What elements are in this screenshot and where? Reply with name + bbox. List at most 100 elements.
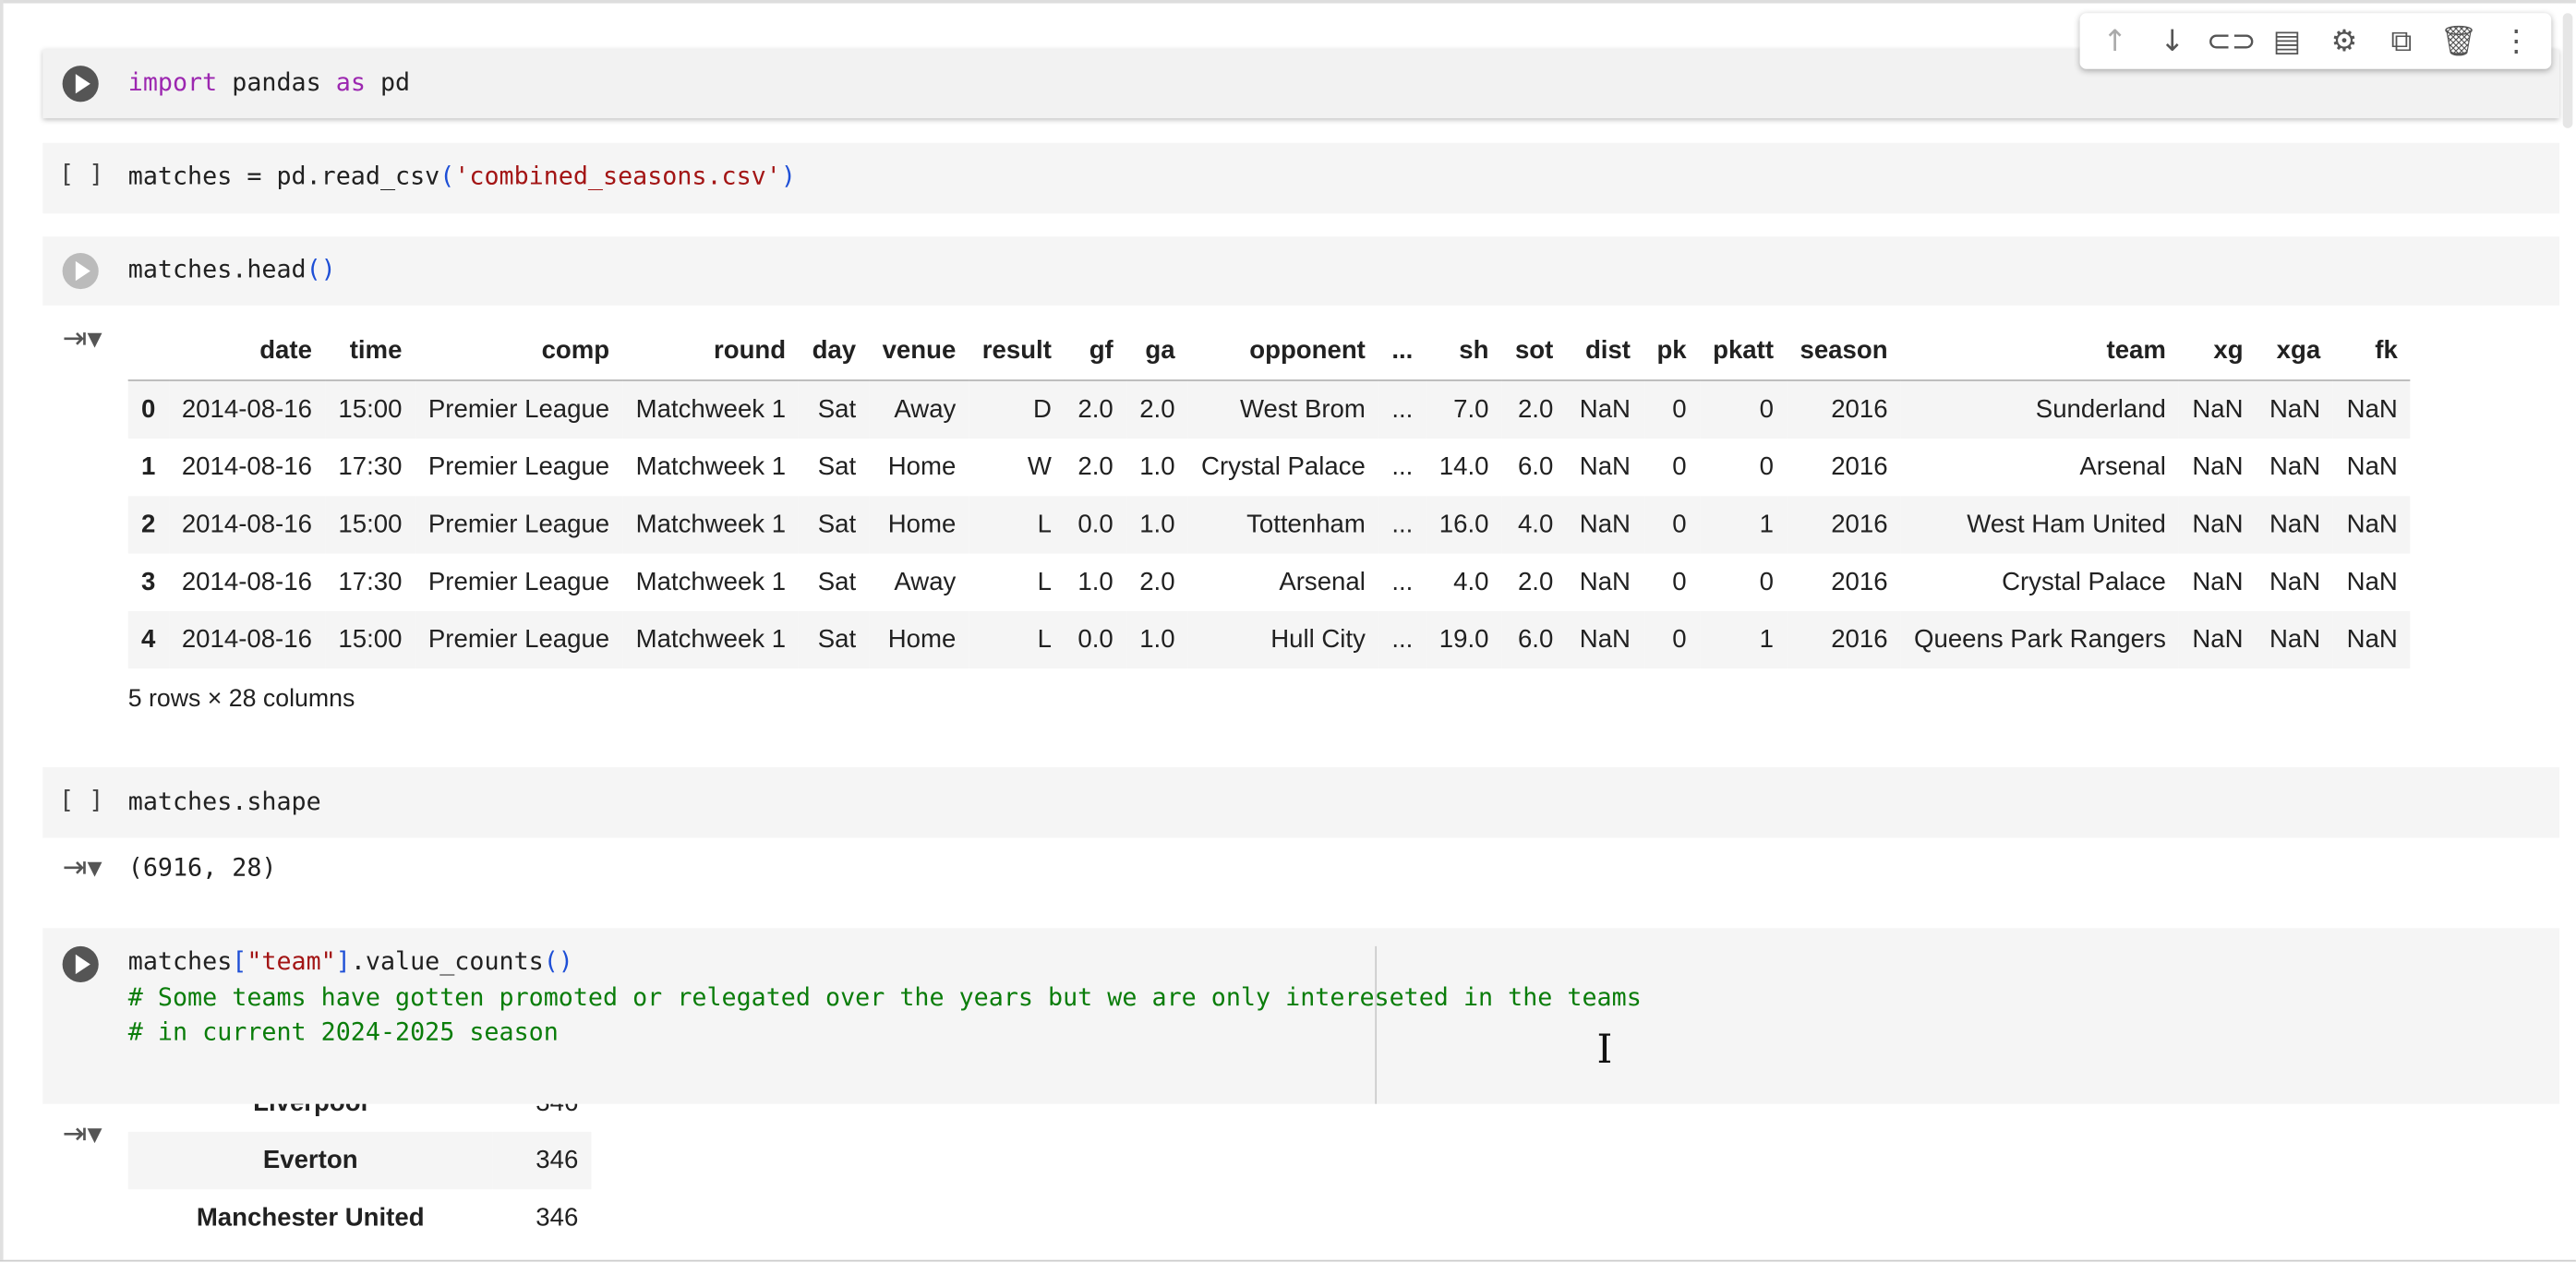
table-cell: 0 bbox=[1672, 625, 1687, 654]
column-header: venue bbox=[869, 321, 969, 381]
scrollbar[interactable] bbox=[2562, 13, 2573, 128]
code-text: matches bbox=[127, 945, 233, 976]
mirror-cell-icon[interactable]: ⧉ bbox=[2390, 23, 2413, 59]
table-cell: NaN bbox=[2192, 394, 2244, 424]
table-cell: D bbox=[1032, 394, 1052, 424]
run-cell-button[interactable] bbox=[62, 66, 99, 102]
code-cell-value-counts[interactable]: matches["team"].value_counts() # Some te… bbox=[42, 928, 2560, 1104]
gear-icon[interactable]: ⚙ bbox=[2330, 23, 2358, 59]
link-icon[interactable]: ⊂⊃ bbox=[2206, 23, 2257, 59]
table-cell: Hull City bbox=[1270, 625, 1366, 654]
execution-count: [ ] bbox=[59, 785, 104, 815]
table-cell: 0 bbox=[1759, 452, 1775, 481]
table-cell: NaN bbox=[2346, 394, 2398, 424]
code-cell-read-csv[interactable]: [ ] matches = pd.read_csv('combined_seas… bbox=[42, 142, 2560, 214]
table-cell: Sat bbox=[817, 625, 857, 654]
table-cell: Matchweek 1 bbox=[635, 567, 787, 595]
move-down-icon[interactable]: ↓ bbox=[2160, 23, 2185, 59]
table-cell: Arsenal bbox=[1279, 567, 1366, 595]
table-cell: 16.0 bbox=[1438, 510, 1489, 538]
table-cell: ... bbox=[1391, 567, 1414, 595]
code-editor[interactable]: matches["team"].value_counts() # Some te… bbox=[128, 944, 1642, 1051]
table-cell: 2014-08-16 bbox=[181, 510, 312, 538]
table-cell: 2016 bbox=[1831, 394, 1888, 424]
table-cell: NaN bbox=[2192, 452, 2244, 481]
comment: # Some teams have gotten promoted or rel… bbox=[127, 981, 1642, 1012]
frame-border bbox=[0, 0, 2576, 4]
column-header: sot bbox=[1501, 321, 1567, 381]
run-cell-button[interactable] bbox=[62, 253, 99, 290]
row-index: 3 bbox=[141, 567, 156, 595]
column-header: fk bbox=[2333, 321, 2412, 381]
table-cell: NaN bbox=[1579, 567, 1631, 595]
table-cell: L bbox=[1037, 567, 1052, 595]
table-cell: West Brom bbox=[1239, 394, 1366, 424]
dataframe-table: date time comp round day venue result gf ga oppon… bbox=[127, 321, 2412, 669]
keyword: import bbox=[127, 66, 218, 97]
table-cell: 2016 bbox=[1831, 510, 1888, 538]
team-name: Everton bbox=[262, 1146, 358, 1174]
code-cell-head[interactable]: matches.head() bbox=[42, 236, 2560, 306]
table-cell: NaN bbox=[2192, 567, 2244, 595]
table-cell: 2014-08-16 bbox=[181, 394, 312, 424]
table-cell: ... bbox=[1391, 510, 1414, 538]
table-cell: 19.0 bbox=[1438, 625, 1489, 654]
table-cell: NaN bbox=[2269, 452, 2321, 481]
table-cell: 15:00 bbox=[338, 625, 403, 654]
table-cell: 15:00 bbox=[338, 394, 403, 424]
code-text: matches.shape bbox=[127, 787, 321, 817]
code-cell-shape[interactable]: [ ] matches.shape bbox=[42, 766, 2560, 838]
more-vert-icon[interactable]: ⋮ bbox=[2501, 23, 2532, 59]
table-cell: Sat bbox=[817, 394, 857, 424]
code-editor[interactable]: matches.head() bbox=[128, 253, 336, 288]
table-cell: 14.0 bbox=[1438, 452, 1489, 481]
table-cell: 2014-08-16 bbox=[181, 452, 312, 481]
table-row: 3 2014-08-16 17:30 Premier League Matchweek … bbox=[128, 554, 2411, 611]
table-cell: Sunderland bbox=[2035, 394, 2166, 424]
table-cell: 2014-08-16 bbox=[181, 625, 312, 654]
output-toggle-icon[interactable]: ⇥▾ bbox=[62, 321, 102, 357]
paren: () bbox=[306, 254, 336, 284]
table-row: Everton 346 bbox=[127, 1131, 592, 1190]
column-header: opponent bbox=[1187, 321, 1379, 381]
move-up-icon[interactable]: ↑ bbox=[2102, 23, 2128, 59]
column-header: time bbox=[325, 321, 415, 381]
table-cell: 2016 bbox=[1831, 452, 1888, 481]
cell-toolbar: ↑ ↓ ⊂⊃ ▤ ⚙ ⧉ 🗑 ⋮ bbox=[2079, 13, 2552, 69]
table-cell: 4.0 bbox=[1453, 567, 1489, 595]
table-row: 4 2014-08-16 15:00 Premier League Matchweek … bbox=[127, 610, 2412, 669]
code-text: pandas bbox=[217, 66, 336, 97]
table-cell: Premier League bbox=[427, 625, 610, 654]
comment-icon[interactable]: ▤ bbox=[2272, 23, 2302, 59]
code-editor[interactable]: matches = pd.read_csv('combined_seasons.… bbox=[128, 160, 796, 195]
run-cell-button[interactable] bbox=[62, 945, 99, 983]
table-cell: 1 bbox=[1759, 625, 1775, 654]
table-cell: 2.0 bbox=[1139, 567, 1175, 595]
table-cell: Sat bbox=[817, 567, 857, 595]
table-cell: Away bbox=[894, 567, 957, 595]
table-cell: 0.0 bbox=[1077, 510, 1113, 538]
output-toggle-icon[interactable]: ⇥▾ bbox=[62, 1116, 102, 1152]
code-editor[interactable]: import pandas as pd bbox=[128, 66, 2544, 101]
column-header: round bbox=[622, 321, 800, 381]
string: "team" bbox=[247, 945, 336, 976]
table-cell: L bbox=[1037, 625, 1052, 654]
row-index: 2 bbox=[141, 510, 156, 538]
table-cell: 6.0 bbox=[1517, 625, 1554, 654]
table-cell: Queens Park Rangers bbox=[1914, 625, 2166, 654]
table-cell: 17:30 bbox=[338, 567, 403, 595]
team-name: Manchester United bbox=[196, 1203, 425, 1232]
table-cell: NaN bbox=[2346, 567, 2398, 595]
trash-icon[interactable]: 🗑 bbox=[2439, 23, 2478, 59]
table-cell: 2.0 bbox=[1077, 452, 1113, 481]
output-toggle-icon[interactable]: ⇥▾ bbox=[62, 850, 102, 886]
table-cell: 1 bbox=[1759, 510, 1775, 538]
table-cell: 4.0 bbox=[1517, 510, 1554, 538]
code-editor[interactable]: matches.shape bbox=[128, 786, 321, 821]
table-cell: Sat bbox=[817, 452, 857, 481]
table-cell: Premier League bbox=[427, 452, 610, 481]
column-header: pk bbox=[1643, 321, 1700, 381]
table-cell: NaN bbox=[2269, 394, 2321, 424]
column-header: xga bbox=[2256, 321, 2334, 381]
table-cell: 2.0 bbox=[1517, 567, 1554, 595]
